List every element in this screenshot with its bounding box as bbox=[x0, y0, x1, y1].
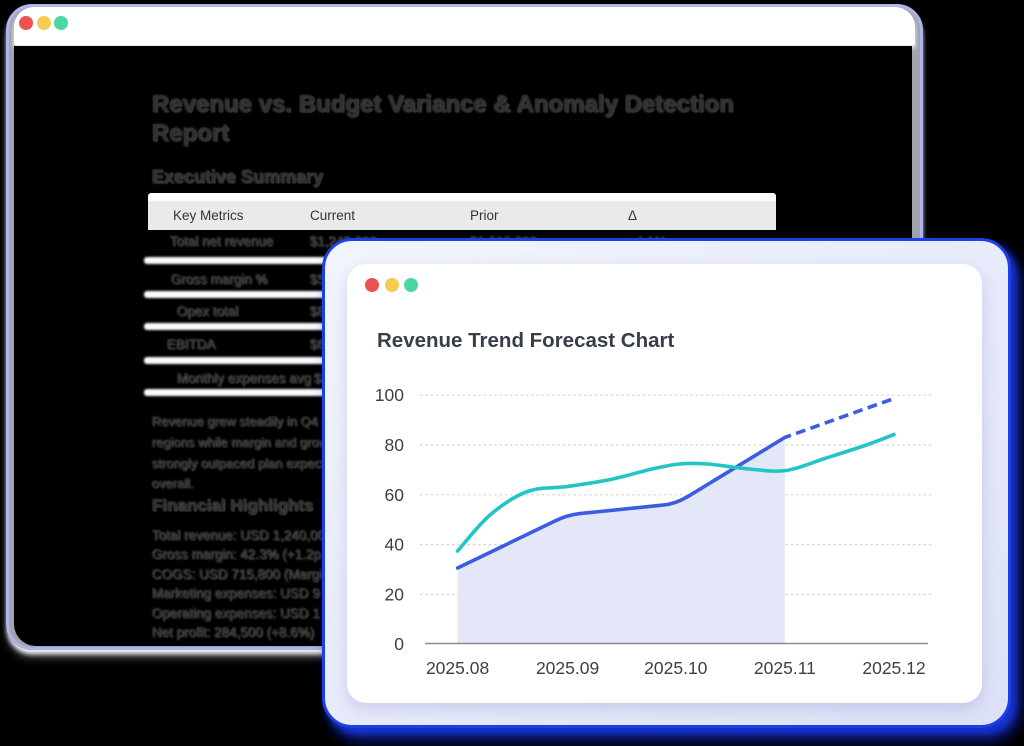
svg-text:0: 0 bbox=[394, 634, 404, 654]
svg-text:2025.12: 2025.12 bbox=[862, 658, 925, 678]
svg-text:2025.11: 2025.11 bbox=[754, 658, 816, 678]
svg-text:60: 60 bbox=[385, 485, 405, 505]
svg-text:2025.10: 2025.10 bbox=[644, 658, 708, 678]
svg-text:100: 100 bbox=[375, 385, 404, 405]
svg-text:20: 20 bbox=[385, 584, 405, 604]
svg-text:80: 80 bbox=[385, 435, 405, 455]
svg-text:2025.08: 2025.08 bbox=[426, 658, 489, 678]
svg-text:40: 40 bbox=[385, 535, 405, 555]
svg-text:2025.09: 2025.09 bbox=[536, 658, 599, 678]
